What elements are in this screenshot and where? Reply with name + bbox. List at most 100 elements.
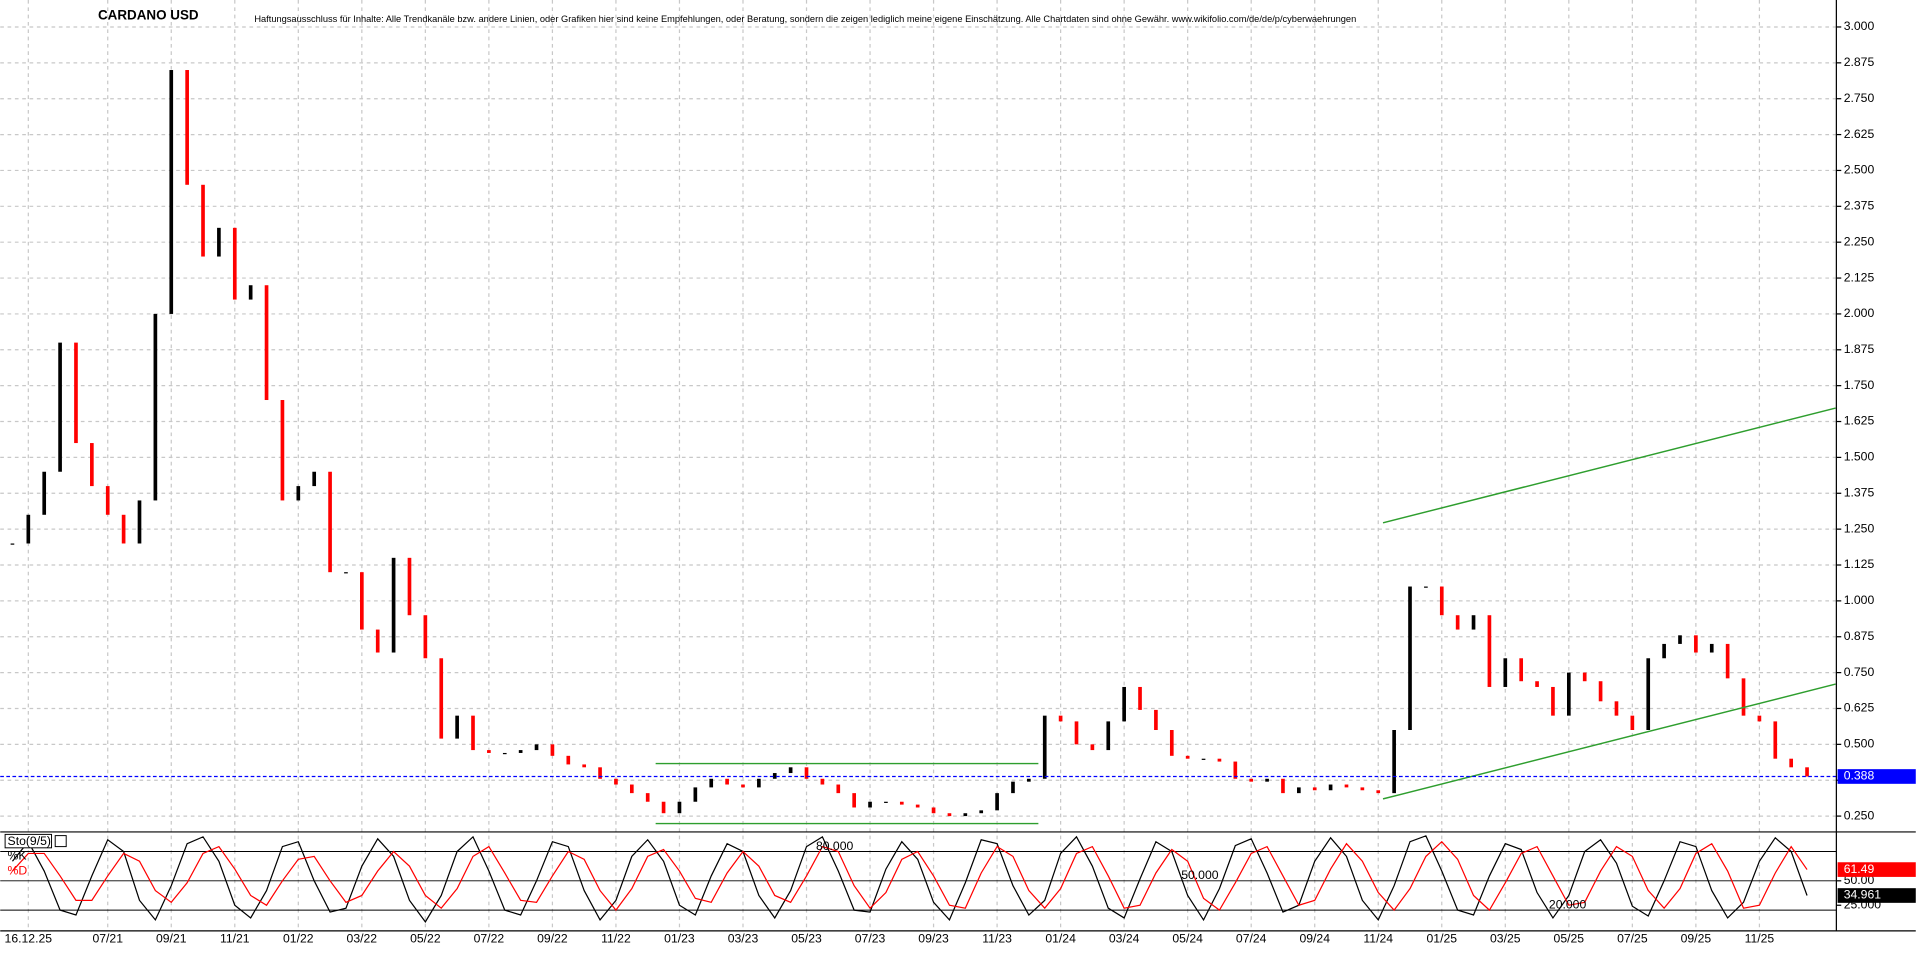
- x-tick-label: 09/23: [918, 932, 949, 946]
- candle: [1757, 715, 1762, 722]
- candle: [836, 784, 841, 794]
- x-tick-label: 03/24: [1109, 932, 1140, 946]
- y-tick-label: 0.500: [1844, 737, 1875, 751]
- candle: [931, 807, 936, 814]
- candle: [10, 543, 15, 545]
- add-button[interactable]: [54, 835, 67, 848]
- candle: [963, 813, 968, 817]
- candle: [804, 767, 809, 779]
- y-tick-label: 2.375: [1844, 199, 1875, 213]
- x-tick-label: 07/23: [855, 932, 886, 946]
- stochastic-line: [11, 835, 1808, 923]
- candle: [709, 778, 714, 788]
- candle: [1011, 781, 1015, 794]
- candle: [645, 793, 650, 802]
- x-tick-label: 07/24: [1236, 932, 1267, 946]
- candle: [1090, 744, 1095, 751]
- y-tick-label: 1.625: [1844, 414, 1875, 428]
- trendline: [1382, 407, 1836, 524]
- x-tick-label: 03/23: [728, 932, 759, 946]
- y-tick-label: 2.000: [1844, 306, 1875, 320]
- candle: [328, 471, 332, 573]
- candle: [58, 342, 62, 472]
- x-tick-label: 07/22: [474, 932, 505, 946]
- candle: [471, 715, 475, 751]
- y-tick-label: 0.625: [1844, 701, 1875, 715]
- candle: [1169, 730, 1174, 756]
- y-tick-label: 2.750: [1844, 91, 1875, 105]
- candle: [1598, 681, 1603, 702]
- candle: [772, 773, 777, 779]
- candle: [1392, 730, 1396, 794]
- y-tick-label: 1.250: [1844, 521, 1875, 535]
- candle: [1662, 643, 1666, 659]
- indicator-box: [4, 833, 53, 849]
- candle: [1106, 721, 1111, 751]
- candle: [26, 514, 31, 544]
- x-tick-label: 11/23: [982, 932, 1012, 946]
- chart-title: CARDANO USD: [98, 7, 199, 22]
- candle: [1344, 784, 1349, 788]
- candle: [360, 572, 364, 630]
- x-tick-label: 11/21: [220, 932, 250, 946]
- candle: [1725, 643, 1730, 679]
- candle: [344, 572, 348, 574]
- y-tick-label: 1.000: [1844, 593, 1875, 607]
- x-tick-label: 01/23: [664, 932, 695, 946]
- candle: [1566, 672, 1571, 716]
- candle: [1376, 790, 1381, 794]
- candle: [1058, 715, 1063, 722]
- y-tick-label: 2.250: [1844, 234, 1875, 248]
- candle: [1646, 658, 1651, 731]
- y-tick-label: 1.750: [1844, 378, 1875, 392]
- candle: [74, 342, 78, 444]
- x-tick-label: 05/22: [410, 932, 441, 946]
- x-tick-label: 01/22: [283, 932, 314, 946]
- candle: [915, 804, 920, 808]
- legend-k: %K: [8, 849, 27, 863]
- candle: [1281, 778, 1285, 794]
- candle: [1551, 686, 1555, 716]
- y-tick-label: 0.875: [1844, 629, 1875, 643]
- last-value-box: [1837, 862, 1916, 877]
- candle: [1741, 678, 1746, 716]
- candle: [487, 750, 491, 753]
- x-tick-label: 01/24: [1045, 932, 1076, 946]
- candle: [820, 778, 825, 785]
- level-label: 80.000: [816, 839, 854, 853]
- candle: [550, 744, 555, 756]
- candle: [375, 629, 380, 653]
- candle: [1122, 686, 1126, 722]
- candle: [169, 70, 174, 314]
- candle: [677, 801, 682, 814]
- y-tick-label: 0.750: [1844, 665, 1875, 679]
- x-tick-label: 07/25: [1617, 932, 1648, 946]
- y-tick-label: 1.500: [1844, 450, 1875, 464]
- candle: [407, 557, 412, 616]
- x-tick-label: 01/25: [1426, 932, 1457, 946]
- candle: [979, 810, 984, 814]
- candle: [1789, 758, 1793, 768]
- candle: [598, 767, 602, 779]
- candle: [1630, 715, 1635, 731]
- candle: [884, 801, 888, 803]
- y-tick-label: 0.250: [1844, 808, 1875, 822]
- candle: [1233, 761, 1238, 779]
- y-tick-label: 1.125: [1844, 557, 1875, 571]
- x-tick-label: 09/24: [1299, 932, 1330, 946]
- candle: [217, 227, 221, 257]
- disclaimer: Haftungsausschluss für Inhalte: Alle Tre…: [254, 14, 1356, 24]
- candle: [1694, 635, 1698, 653]
- grid: [0, 0, 1837, 931]
- x-tick-label: 05/25: [1554, 932, 1585, 946]
- candle: [1249, 778, 1254, 782]
- candle: [201, 184, 205, 257]
- candle: [1678, 635, 1682, 644]
- x-tick-label: 09/22: [537, 932, 568, 946]
- x-tick-label: 07/21: [92, 932, 123, 946]
- y-tick-label: 2.500: [1844, 163, 1875, 177]
- candle: [1535, 681, 1539, 687]
- x-tick-label: 03/25: [1490, 932, 1521, 946]
- candle: [1027, 778, 1031, 782]
